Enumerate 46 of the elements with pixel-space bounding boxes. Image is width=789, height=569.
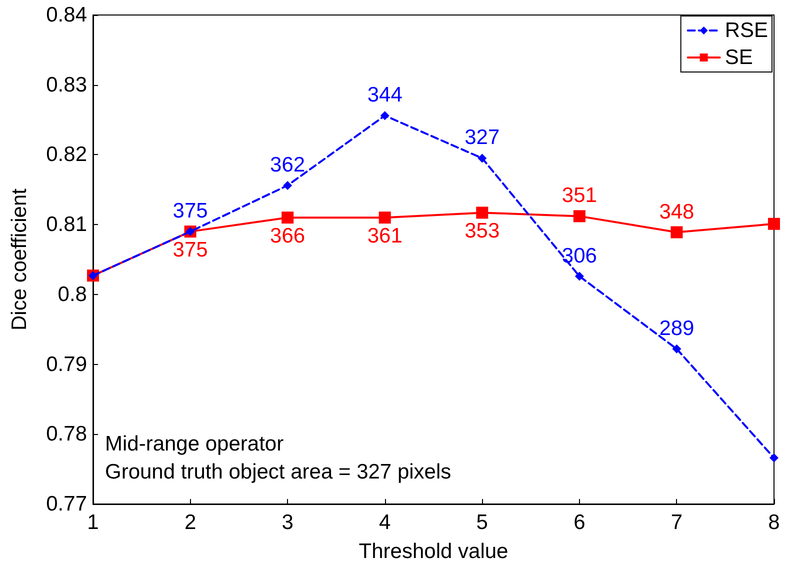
x-tick-label: 4 [379,511,392,534]
annotation: 375 [172,238,208,262]
y-tick-label: 0.79 [46,352,87,376]
annotation: 361 [367,224,402,248]
legend-label: RSE [724,19,768,42]
annotation: 289 [659,316,694,340]
y-tick-label: 0.81 [46,213,87,236]
annotation: 353 [464,220,500,243]
point [378,212,391,224]
point [283,180,292,190]
point [478,154,487,163]
x-tick-label: 7 [670,511,683,534]
point [574,272,584,281]
point [476,206,488,219]
annotation: 366 [270,224,306,248]
annotation: Ground truth object area = 327 pixels [105,460,452,484]
annotation: 344 [367,84,403,107]
point [770,453,778,462]
x-tick-label: 8 [768,511,780,534]
annotation: 327 [464,126,500,150]
y-tick-label: 0.8 [58,282,87,306]
annotation: 306 [562,244,597,268]
y-axis-title: Dice coefficient [8,188,31,331]
point [670,226,683,238]
x-tick-label: 2 [184,511,196,534]
annotation: 362 [270,153,306,176]
point [768,218,780,230]
point [380,111,390,120]
x-tick-label: 5 [476,511,488,534]
point [573,210,586,222]
y-tick-label: 0.83 [46,73,87,96]
y-tick-label: 0.84 [46,4,88,26]
annotation: 351 [562,184,597,208]
annotation: 348 [659,200,694,224]
y-tick-label: 0.78 [46,422,87,446]
x-tick-label: 3 [282,511,294,534]
x-tick-label: 1 [87,511,99,534]
point [282,212,294,224]
x-tick-label: 6 [574,511,586,534]
annotation: Mid-range operator [105,432,284,456]
y-tick-label: 0.77 [46,492,87,516]
point [672,344,682,354]
x-axis-title: Threshold value [358,540,508,563]
y-tick-label: 0.82 [46,143,87,166]
annotation: 375 [172,200,208,223]
legend-label: SE [724,46,753,69]
